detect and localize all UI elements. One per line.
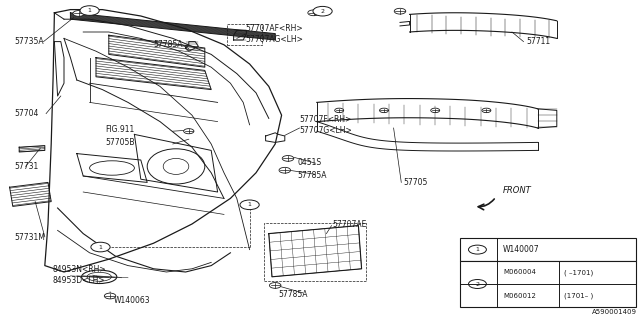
Text: 1: 1 <box>248 202 252 207</box>
Circle shape <box>240 200 259 210</box>
FancyBboxPatch shape <box>460 261 636 307</box>
Text: 2: 2 <box>321 9 324 14</box>
Text: 57785A: 57785A <box>298 171 327 180</box>
Text: M060004: M060004 <box>503 269 536 276</box>
Text: 0451S: 0451S <box>298 158 322 167</box>
Circle shape <box>468 245 486 254</box>
Text: 57707AF<RH>
57707AG<LH>: 57707AF<RH> 57707AG<LH> <box>245 24 303 44</box>
Text: 57735A: 57735A <box>14 37 44 46</box>
Circle shape <box>104 293 116 299</box>
Circle shape <box>482 108 491 113</box>
Text: 57785A: 57785A <box>278 290 308 299</box>
Text: FIG.911: FIG.911 <box>105 125 134 134</box>
Circle shape <box>73 11 84 16</box>
Text: 1: 1 <box>476 247 479 252</box>
Circle shape <box>380 108 388 113</box>
Circle shape <box>282 156 294 161</box>
Text: 57707F<RH>
57707G<LH>: 57707F<RH> 57707G<LH> <box>300 116 352 135</box>
Circle shape <box>394 8 406 14</box>
Text: W140063: W140063 <box>114 296 150 305</box>
Text: 57731M: 57731M <box>14 233 45 242</box>
Text: A590001409: A590001409 <box>592 309 637 315</box>
Text: 57704: 57704 <box>14 109 38 118</box>
Text: FRONT: FRONT <box>502 186 531 195</box>
Circle shape <box>468 280 486 289</box>
Circle shape <box>313 6 332 16</box>
Text: 1: 1 <box>99 244 102 250</box>
Text: 1: 1 <box>88 8 92 13</box>
Circle shape <box>95 244 106 250</box>
Circle shape <box>80 6 99 15</box>
Text: M060012: M060012 <box>503 292 536 299</box>
Text: W140007: W140007 <box>503 245 540 254</box>
Circle shape <box>279 167 291 173</box>
FancyBboxPatch shape <box>460 238 636 261</box>
Text: 84953N<RH>
84953D<LH>: 84953N<RH> 84953D<LH> <box>52 265 106 285</box>
Circle shape <box>431 108 440 113</box>
Text: 57785A: 57785A <box>154 40 183 49</box>
Text: 57705: 57705 <box>403 178 428 187</box>
Text: 57705B: 57705B <box>105 138 134 147</box>
Text: 57711: 57711 <box>526 37 550 46</box>
Circle shape <box>184 129 194 134</box>
Circle shape <box>91 242 110 252</box>
Text: 57707AE: 57707AE <box>333 220 367 229</box>
Circle shape <box>335 108 344 113</box>
Text: 2: 2 <box>476 282 479 286</box>
Text: ( –1701): ( –1701) <box>564 269 593 276</box>
Circle shape <box>308 10 319 16</box>
Circle shape <box>269 283 281 288</box>
Text: (1701– ): (1701– ) <box>564 292 593 299</box>
Text: 57731: 57731 <box>14 162 38 171</box>
